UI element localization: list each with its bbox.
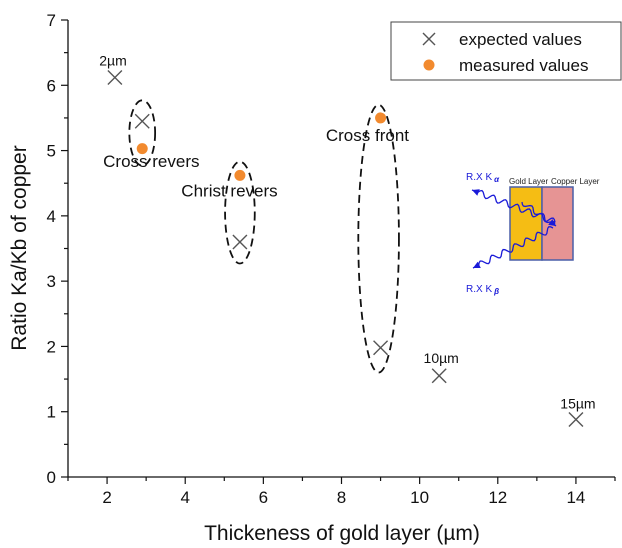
x-tick-label: 4 — [180, 488, 189, 507]
expected-values-series — [107, 69, 584, 428]
x-tick-label: 10 — [410, 488, 429, 507]
x-tick-label: 2 — [102, 488, 111, 507]
kb-wave-arrow — [472, 226, 554, 269]
gold-layer-block — [509, 186, 543, 261]
dashed-ellipse — [357, 103, 400, 374]
kb-label-text: R.X K — [466, 284, 492, 295]
kb-label-sub: β — [493, 287, 499, 296]
kb-arrowhead — [473, 261, 481, 268]
measured-point — [136, 143, 148, 155]
legend-expected-label: expected values — [459, 30, 582, 49]
ka-label-sub: α — [494, 175, 500, 184]
y-tick-label: 3 — [47, 272, 56, 291]
measured-point — [234, 169, 246, 181]
y-tick-label: 7 — [47, 11, 56, 30]
measured-point — [375, 112, 387, 124]
x-ticks: 2 4 6 8 10 12 14 — [67, 477, 616, 507]
legend-expected-marker — [422, 32, 436, 46]
point-annotations: 2µm Cross revers Christ revers Cross front 1… — [99, 53, 595, 412]
x-axis-label: Thickeness of gold layer (µm) — [204, 522, 480, 545]
y-axis-label: Ratio Ka/Kb of copper — [8, 145, 31, 350]
y-tick-label: 4 — [47, 207, 56, 226]
ka-arrowhead — [472, 189, 480, 196]
point-annotation: Cross front — [326, 126, 409, 145]
point-annotation: Cross revers — [103, 152, 199, 171]
y-tick-label: 1 — [47, 403, 56, 422]
legend: expected values measured values — [390, 21, 622, 81]
y-tick-label: 2 — [47, 337, 56, 356]
ka-wave-arrow — [471, 189, 556, 223]
expected-point — [431, 368, 447, 384]
gold-layer-label: Gold Layer — [509, 177, 548, 186]
point-annotation: 2µm — [99, 53, 127, 69]
y-tick-label: 5 — [47, 142, 56, 161]
expected-point — [568, 412, 584, 428]
legend-measured-label: measured values — [459, 56, 588, 75]
ka-label-text: R.X K — [466, 172, 492, 183]
x-tick-label: 14 — [566, 488, 585, 507]
expected-point — [373, 340, 389, 356]
dashed-ellipse — [128, 99, 157, 167]
dashed-ellipse — [224, 160, 256, 265]
point-annotation: 15µm — [560, 395, 595, 411]
point-annotation: 10µm — [424, 350, 459, 366]
dashed-ellipses — [128, 99, 400, 374]
y-tick-label: 6 — [47, 76, 56, 95]
y-ticks: 0 1 2 3 4 5 6 7 — [47, 11, 68, 487]
measured-values-series — [136, 112, 387, 181]
x-tick-label: 12 — [488, 488, 507, 507]
copper-layer-block — [541, 186, 574, 261]
copper-layer-label: Copper Layer — [551, 177, 600, 186]
y-tick-label: 0 — [47, 468, 56, 487]
legend-measured-marker — [423, 59, 435, 71]
incident-arrowhead — [548, 219, 556, 226]
expected-point — [107, 69, 123, 85]
x-tick-label: 6 — [259, 488, 268, 507]
expected-point — [232, 234, 248, 250]
expected-point — [134, 113, 150, 129]
x-tick-label: 8 — [337, 488, 346, 507]
point-annotation: Christ revers — [181, 181, 277, 200]
